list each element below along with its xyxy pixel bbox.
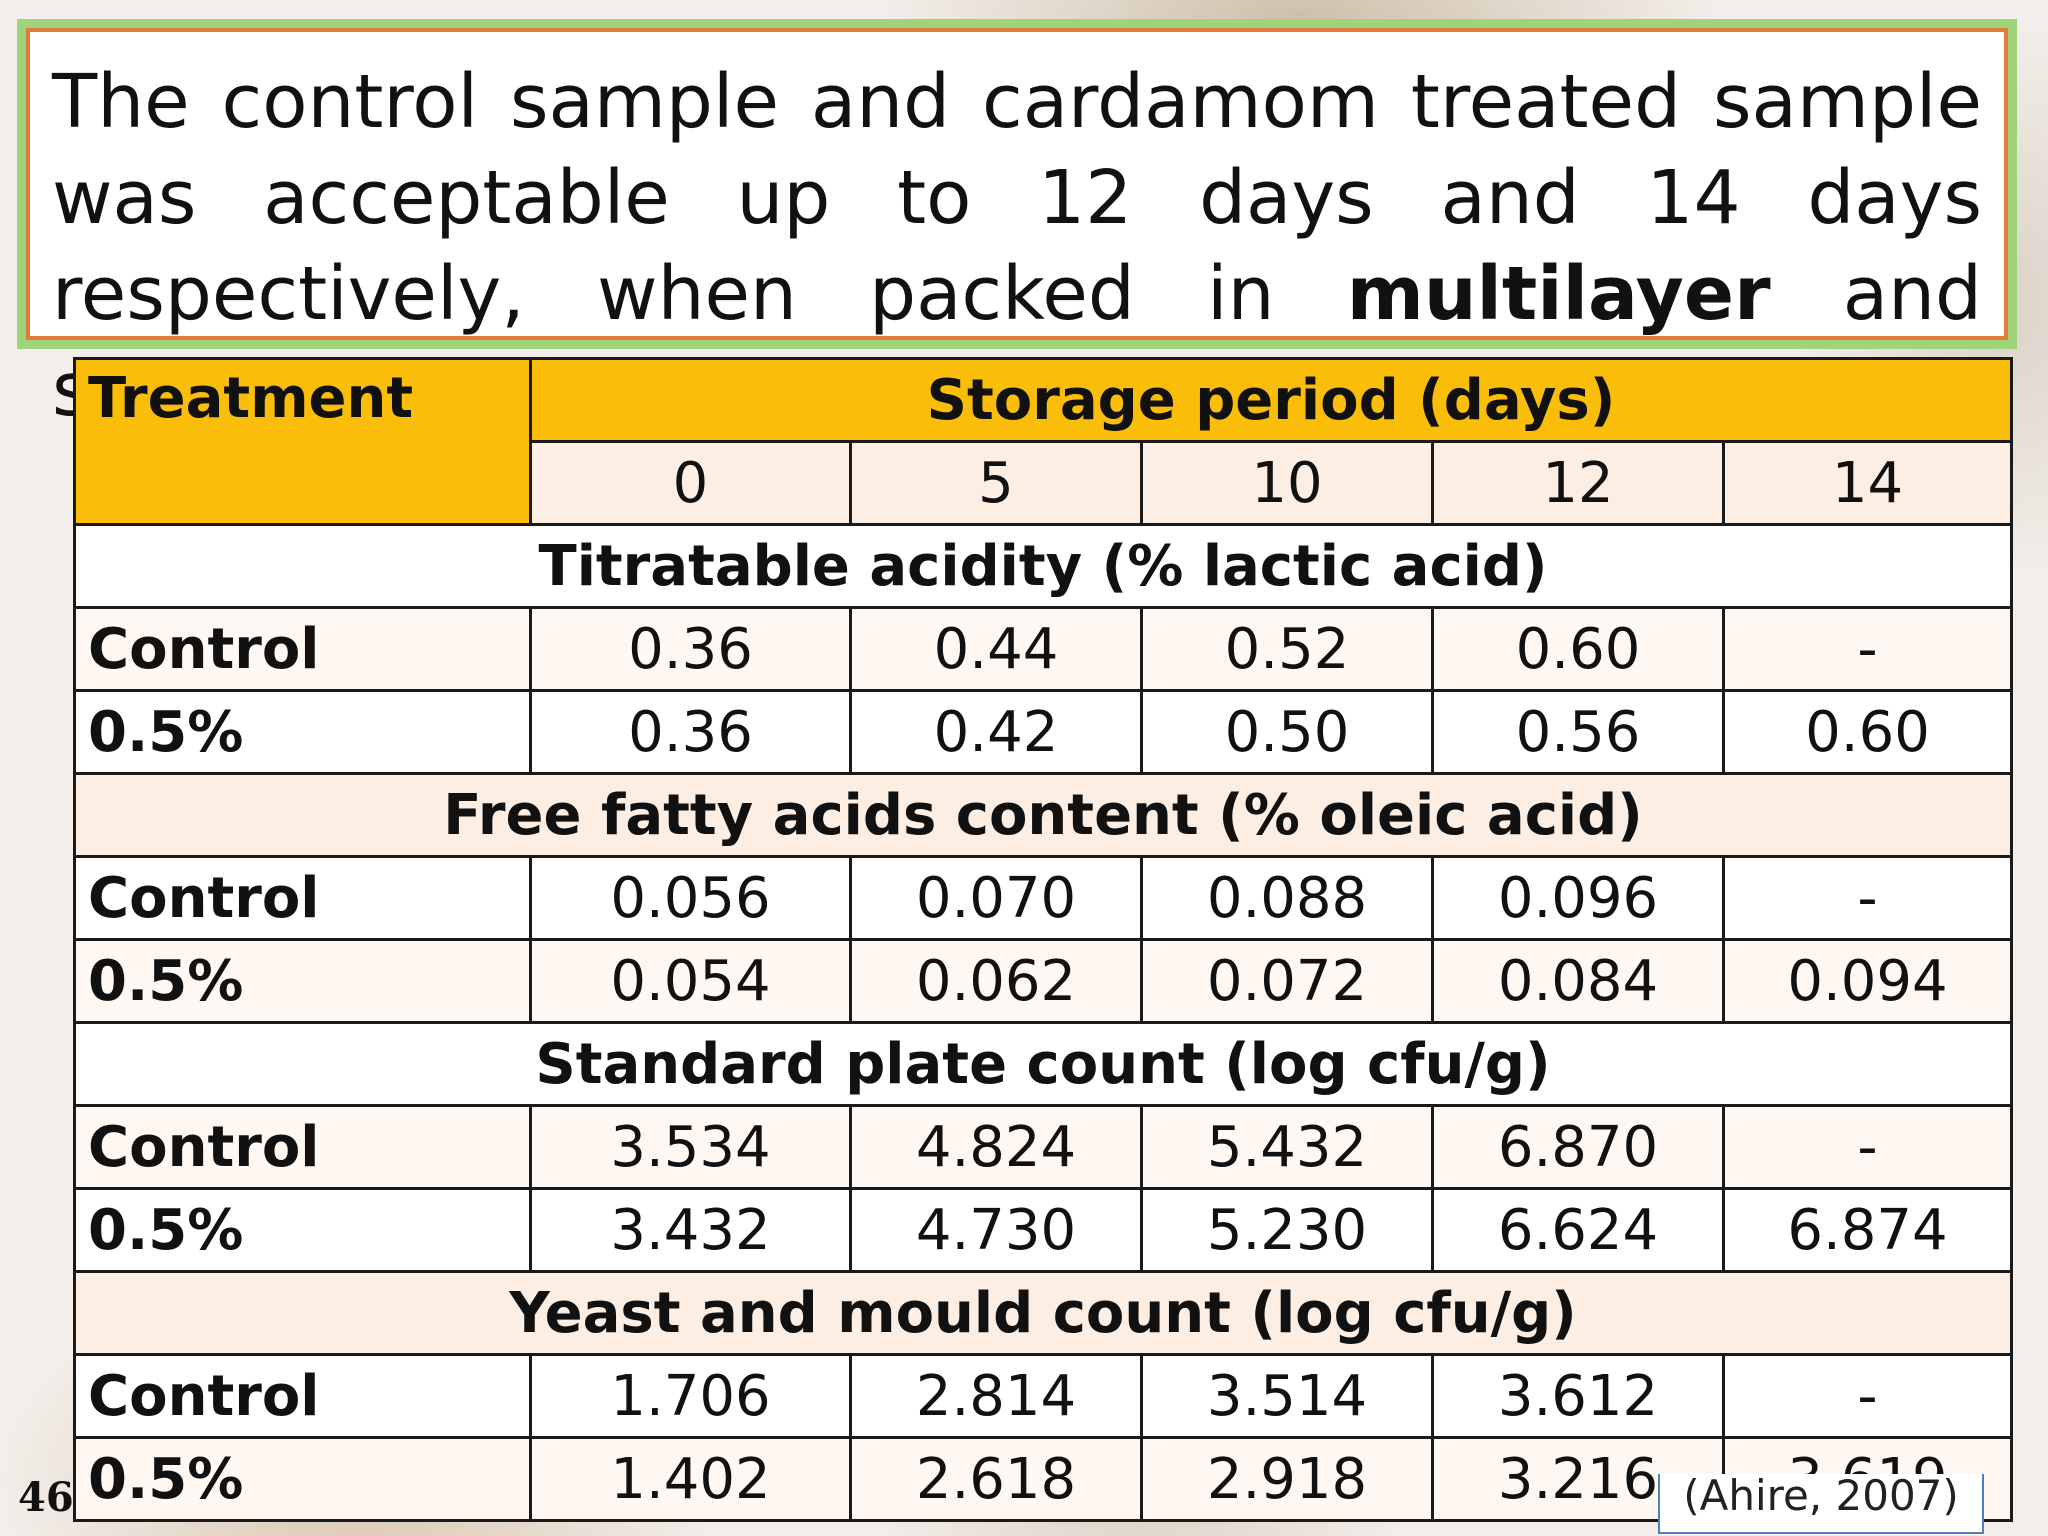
table-row: Control 3.534 4.824 5.432 6.870 - [73,1104,2014,1190]
table-cell: 2.918 [1140,1436,1434,1522]
row-label: Control [73,855,532,941]
table-cell: 4.730 [849,1187,1143,1273]
table-cell: 0.60 [1431,606,1725,692]
table-cell: 4.824 [849,1104,1143,1190]
table-row: 0.5% 3.432 4.730 5.230 6.624 6.874 [73,1187,2014,1273]
table-cell: 3.432 [529,1187,852,1273]
table-cell: 0.084 [1431,938,1725,1024]
day-header: 5 [849,440,1143,526]
table-cell: 0.070 [849,855,1143,941]
section-title-titratable-acidity: Titratable acidity (% lactic acid) [72,523,2014,609]
day-header: 0 [529,440,852,526]
table-cell: - [1721,1353,2014,1439]
table-cell: 0.36 [529,606,852,692]
table-cell: 0.056 [529,855,852,941]
table-cell: 0.52 [1140,606,1434,692]
table-cell: 0.088 [1140,855,1434,941]
table-row: Control 0.056 0.070 0.088 0.096 - [73,855,2014,941]
table-cell: 0.096 [1431,855,1725,941]
table-cell: - [1721,1104,2014,1190]
table-cell: 3.534 [529,1104,852,1190]
section-title-yeast-mould-count: Yeast and mould count (log cfu/g) [72,1270,2014,1356]
row-label: 0.5% [73,1187,532,1273]
citation-box: (Ahire, 2007) [1658,1474,1984,1534]
day-header: 12 [1431,440,1725,526]
storage-period-header: Storage period (days) [528,357,2014,443]
table-cell: 6.624 [1431,1187,1725,1273]
table-cell: 6.870 [1431,1104,1725,1190]
table-cell: 0.42 [849,689,1143,775]
section-title-free-fatty-acids: Free fatty acids content (% oleic acid) [72,772,2014,858]
summary-callout: The control sample and cardamom treated … [26,28,2008,433]
table-cell: 5.432 [1140,1104,1434,1190]
table-row: Control 0.36 0.44 0.52 0.60 - [73,606,2014,692]
table-cell: 0.50 [1140,689,1434,775]
callout-bold-text: multilayer [1346,251,1771,337]
row-label: 0.5% [73,689,532,775]
table-cell: 0.062 [849,938,1143,1024]
treatment-header: Treatment [73,357,532,526]
table-cell: 3.612 [1431,1353,1725,1439]
row-label: Control [73,1353,532,1439]
table-cell: - [1721,606,2014,692]
table-cell: 0.36 [529,689,852,775]
table-cell: 1.402 [529,1436,852,1522]
table-cell: 0.44 [849,606,1143,692]
table-cell: 0.072 [1140,938,1434,1024]
table-cell: 1.706 [529,1353,852,1439]
storage-data-table: Treatment Storage period (days) 0 5 10 1… [72,357,2014,1522]
table-cell: 0.054 [529,938,852,1024]
row-label: 0.5% [73,1436,532,1522]
row-label: Control [73,1104,532,1190]
table-cell: - [1721,855,2014,941]
row-label: Control [73,606,532,692]
page-number: 46 [18,1474,74,1521]
callout-text: The control sample and cardamom treated … [52,59,1982,337]
table-cell: 0.56 [1431,689,1725,775]
row-label: 0.5% [73,938,532,1024]
table-cell: 6.874 [1721,1187,2014,1273]
table-cell: 2.814 [849,1353,1143,1439]
table-cell: 0.60 [1721,689,2014,775]
table-cell: 5.230 [1140,1187,1434,1273]
table-cell: 3.514 [1140,1353,1434,1439]
table-row: 0.5% 0.36 0.42 0.50 0.56 0.60 [73,689,2014,775]
table-cell: 0.094 [1721,938,2014,1024]
section-title-standard-plate-count: Standard plate count (log cfu/g) [72,1021,2014,1107]
day-header: 14 [1721,440,2014,526]
day-header: 10 [1140,440,1434,526]
table-cell: 2.618 [849,1436,1143,1522]
table-row: 0.5% 0.054 0.062 0.072 0.084 0.094 [73,938,2014,1024]
table-row: Control 1.706 2.814 3.514 3.612 - [73,1353,2014,1439]
